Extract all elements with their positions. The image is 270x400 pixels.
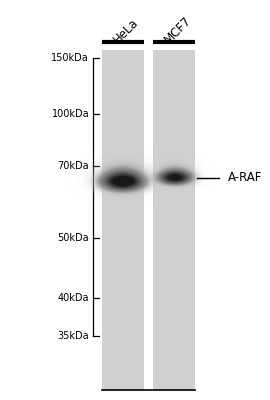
Text: MCF7: MCF7	[162, 14, 194, 46]
Text: 50kDa: 50kDa	[58, 233, 89, 243]
Text: HeLa: HeLa	[111, 16, 141, 46]
Text: 70kDa: 70kDa	[58, 161, 89, 171]
Bar	[153, 50, 195, 390]
Text: 150kDa: 150kDa	[51, 53, 89, 63]
Text: 100kDa: 100kDa	[52, 109, 89, 119]
Text: 35kDa: 35kDa	[58, 331, 89, 341]
Bar	[144, 50, 153, 390]
Text: 40kDa: 40kDa	[58, 293, 89, 303]
Text: A-RAF: A-RAF	[228, 172, 262, 184]
Bar	[102, 50, 144, 390]
